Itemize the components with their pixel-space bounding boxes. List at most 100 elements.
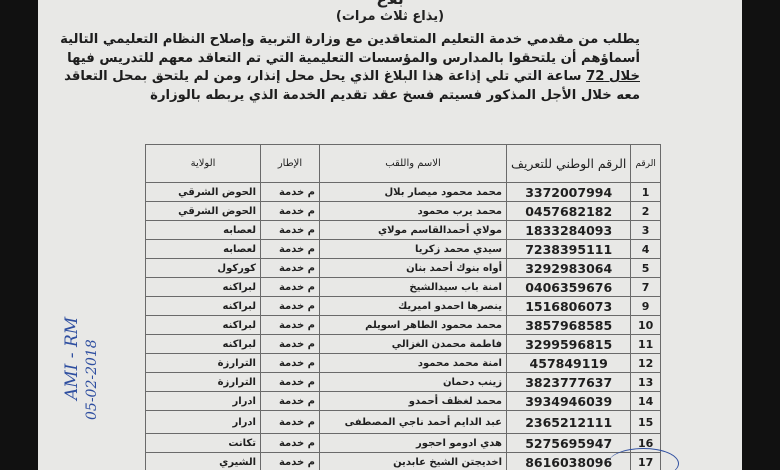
- cell-itar: م خدمة: [260, 296, 320, 316]
- header-nni: الرقم الوطني للتعريف: [505, 144, 632, 183]
- table-row: 15 2365212111 عبد الدايم أحمد ناجي المصطفى…: [145, 410, 661, 434]
- cell-num: 2: [630, 201, 661, 221]
- cell-num: 15: [630, 410, 661, 434]
- cell-wilaya: لعصابه: [145, 239, 261, 259]
- header-itar: الإطار: [260, 144, 320, 183]
- cell-wilaya: الشيري: [145, 452, 261, 470]
- cell-nni: 5275695947: [505, 433, 632, 453]
- cell-name: سيدي محمد زكريا: [319, 239, 507, 259]
- cell-nni: 457849119: [505, 353, 632, 373]
- cell-itar: م خدمة: [260, 239, 320, 259]
- cell-nni: 2365212111: [505, 410, 632, 434]
- cell-itar: م خدمة: [260, 452, 320, 470]
- cell-wilaya: ادرار: [145, 410, 261, 434]
- cell-name: فاطمة محمدن الغزالي: [319, 334, 507, 354]
- table-row: 11 3299596815 فاطمة محمدن الغزالي م خدمة لبر…: [145, 334, 661, 354]
- cell-wilaya: الترارزة: [145, 372, 261, 392]
- cell-wilaya: الترارزة: [145, 353, 261, 373]
- paragraph-line: يطلب من مقدمي خدمة التعليم المتعاقدين مع…: [60, 32, 640, 47]
- table-row: 14 3934946039 محمد لغظف أحمدو م خدمة ادرار: [145, 391, 661, 411]
- cell-itar: م خدمة: [260, 277, 320, 297]
- cell-wilaya: لبراكنه: [145, 315, 261, 335]
- cell-num: 14: [630, 391, 661, 411]
- table-row: 12 457849119 امنة محمد محمود م خدمة الترارزة: [145, 353, 661, 373]
- table-row: 4 7238395111 سيدي محمد زكريا م خدمة لعصابه: [145, 239, 661, 259]
- cell-name: امنة محمد محمود: [319, 353, 507, 373]
- cell-wilaya: الحوض الشرقي: [145, 201, 261, 221]
- cell-wilaya: الحوض الشرقي: [145, 182, 261, 202]
- cell-nni: 0457682182: [505, 201, 632, 221]
- header-name: الاسم واللقب: [319, 144, 507, 183]
- cell-nni: 3857968585: [505, 315, 632, 335]
- paragraph-line: خلال 72 ساعة التي تلي إذاعة هذا البلاغ ا…: [64, 69, 640, 84]
- cell-num: 4: [630, 239, 661, 259]
- cell-nni: 0406359676: [505, 277, 632, 297]
- cell-num: 11: [630, 334, 661, 354]
- cell-wilaya: لعصابه: [145, 220, 261, 240]
- cell-nni: 1833284093: [505, 220, 632, 240]
- teachers-table: الرقم الرقم الوطني للتعريف الاسم واللقب …: [145, 144, 661, 470]
- cell-name: محمد محمود الطاهر اسويلم: [319, 315, 507, 335]
- table-row: 10 3857968585 محمد محمود الطاهر اسويلم م خد…: [145, 315, 661, 335]
- cell-nni: 3823777637: [505, 372, 632, 392]
- paragraph-line: معه خلال الأجل المذكور فسيتم فسخ عقد تقد…: [150, 87, 640, 103]
- cell-wilaya: لبراكنه: [145, 277, 261, 297]
- cell-nni: 3372007994: [505, 182, 632, 202]
- cell-name: عبد الدايم أحمد ناجي المصطفى: [319, 410, 507, 434]
- table-header-row: الرقم الرقم الوطني للتعريف الاسم واللقب …: [145, 144, 661, 183]
- cell-nni: 3299596815: [505, 334, 632, 354]
- cell-num: 5: [630, 258, 661, 278]
- cell-itar: م خدمة: [260, 372, 320, 392]
- cell-name: زينب دحمان: [319, 372, 507, 392]
- table-row: 2 0457682182 محمد يرب محمود م خدمة الحوض الش…: [145, 201, 661, 221]
- cell-nni: 1516806073: [505, 296, 632, 316]
- cell-nni: 3934946039: [505, 391, 632, 411]
- header-num: الرقم: [630, 144, 661, 183]
- cell-itar: م خدمة: [260, 334, 320, 354]
- cell-wilaya: لبراكنه: [145, 334, 261, 354]
- cell-num: 7: [630, 277, 661, 297]
- cell-nni: 7238395111: [505, 239, 632, 259]
- cell-wilaya: لبراكنه: [145, 296, 261, 316]
- cell-name: محمد محمود ميصار بلال: [319, 182, 507, 202]
- cell-name: محمد يرب محمود: [319, 201, 507, 221]
- cell-nni: 8616038096: [505, 452, 632, 470]
- cell-num: 1: [630, 182, 661, 202]
- table-row: 9 1516806073 ينصرها احمدو اميريك م خدمة لبرا…: [145, 296, 661, 316]
- cell-wilaya: تكانت: [145, 433, 261, 453]
- cell-name: مولاي أحمدالقاسم مولاي: [319, 220, 507, 240]
- cell-num: 3: [630, 220, 661, 240]
- cell-itar: م خدمة: [260, 258, 320, 278]
- handwritten-date: 05-02-2018: [84, 339, 100, 420]
- paragraph-line: أسماؤهم أن يلتحقوا بالمدارس والمؤسسات ال…: [67, 50, 640, 66]
- cell-num: 10: [630, 315, 661, 335]
- cell-num: 9: [630, 296, 661, 316]
- cell-name: اخديجتن الشيخ عابدين: [319, 452, 507, 470]
- cell-wilaya: كوركول: [145, 258, 261, 278]
- cell-itar: م خدمة: [260, 353, 320, 373]
- cell-name: ينصرها احمدو اميريك: [319, 296, 507, 316]
- cell-name: هدي ادومو احجور: [319, 433, 507, 453]
- cell-wilaya: ادرار: [145, 391, 261, 411]
- table-row: 1 3372007994 محمد محمود ميصار بلال م خدمة ال…: [145, 182, 661, 202]
- cell-itar: م خدمة: [260, 410, 320, 434]
- deadline-phrase: خلال 72: [586, 69, 640, 84]
- table-row: 17 8616038096 اخديجتن الشيخ عابدين م خدمة ال…: [145, 452, 661, 470]
- cell-itar: م خدمة: [260, 315, 320, 335]
- pen-circle-mark: [608, 448, 679, 470]
- cell-name: امنة باب سيدالشيخ: [319, 277, 507, 297]
- table-row: 13 3823777637 زينب دحمان م خدمة الترارزة: [145, 372, 661, 392]
- cell-itar: م خدمة: [260, 182, 320, 202]
- cell-itar: م خدمة: [260, 220, 320, 240]
- handwritten-note: AMI - RM 05-02-2018: [58, 240, 118, 430]
- table-row: 5 3292983064 أواه بنوك أحمد بنان م خدمة كورك…: [145, 258, 661, 278]
- table-row: 3 1833284093 مولاي أحمدالقاسم مولاي م خدمة ل…: [145, 220, 661, 240]
- table-row: 7 0406359676 امنة باب سيدالشيخ م خدمة لبراكن…: [145, 277, 661, 297]
- cell-num: 13: [630, 372, 661, 392]
- cell-name: أواه بنوك أحمد بنان: [319, 258, 507, 278]
- cell-itar: م خدمة: [260, 201, 320, 221]
- cell-num: 12: [630, 353, 661, 373]
- cell-nni: 3292983064: [505, 258, 632, 278]
- cell-itar: م خدمة: [260, 433, 320, 453]
- table-row: 16 5275695947 هدي ادومو احجور م خدمة تكانت: [145, 433, 661, 453]
